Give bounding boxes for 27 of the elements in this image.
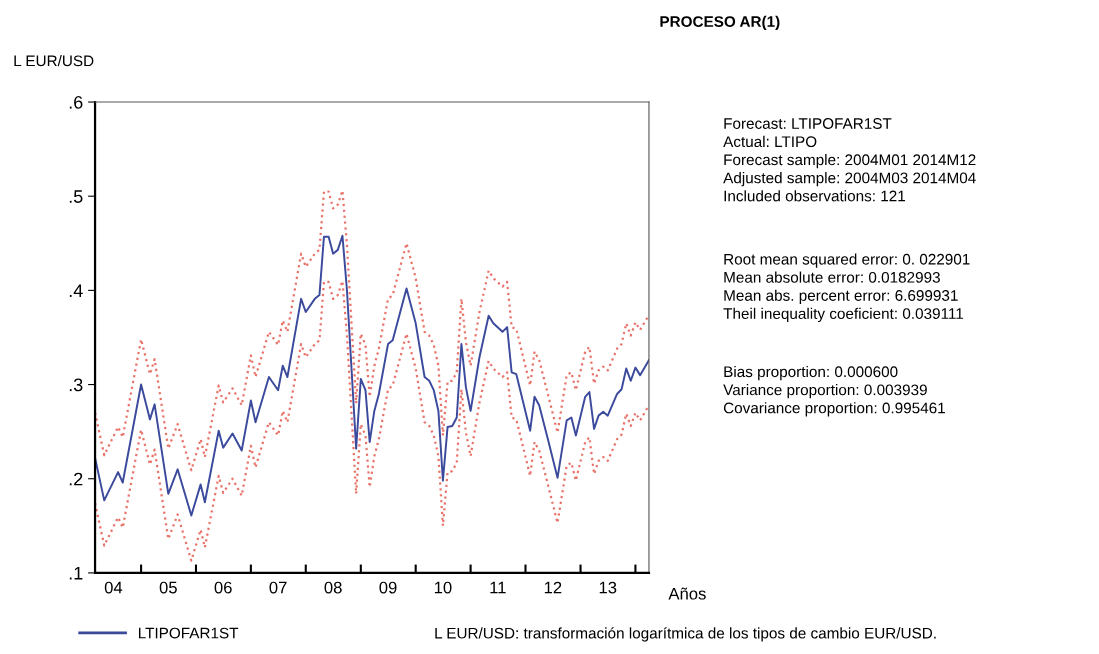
legend-label: LTIPOFAR1ST <box>139 627 239 639</box>
y-tick-label: .5 <box>69 190 83 203</box>
y-tick-label: .1 <box>69 567 83 580</box>
y-tick-label: .4 <box>69 284 83 297</box>
y-axis-title: L EUR/USD <box>14 55 94 67</box>
x-tick-label: 08 <box>324 581 342 594</box>
x-tick-label: 13 <box>599 581 617 594</box>
x-tick-label: 04 <box>104 581 123 594</box>
x-tick-label: 11 <box>490 581 506 594</box>
text: Bias proportion: 0.000600 Variance proportion: 0.003939 Covariance proportion: 0.995461 <box>723 365 945 417</box>
y-tick-label: .2 <box>69 472 83 486</box>
y-tick-label: .6 <box>69 95 83 109</box>
x-tick-label: 06 <box>214 581 232 594</box>
line-series <box>95 234 649 517</box>
x-tick-label: 10 <box>434 581 452 594</box>
x-axis-title: Años <box>668 587 706 600</box>
text: Root mean squared error: 0. 022901 Mean absolute error: 0.0182993 Mean abs. percent error: 6.699931 Theil inequality coeficient: 0.039111 <box>723 253 970 323</box>
x-tick-label: 05 <box>159 581 177 594</box>
x-tick-label: 07 <box>269 581 287 594</box>
text: PROCESO AR(1) <box>660 15 780 31</box>
line-series <box>95 279 649 562</box>
x-tick-label: 09 <box>379 581 397 594</box>
line-series <box>95 189 649 472</box>
text: L EUR/USD: transformación logarítmica de los tipos de cambio EUR/USD. <box>435 627 936 642</box>
x-tick-label: 12 <box>544 581 562 594</box>
text: Forecast: LTIPOFAR1ST Actual: LTIPO Forecast sample: 2004M01 2014M12 Adjusted sample: 2004M03 2014M04 Included observations: 121 <box>723 118 976 202</box>
y-tick-label: .3 <box>69 378 83 392</box>
